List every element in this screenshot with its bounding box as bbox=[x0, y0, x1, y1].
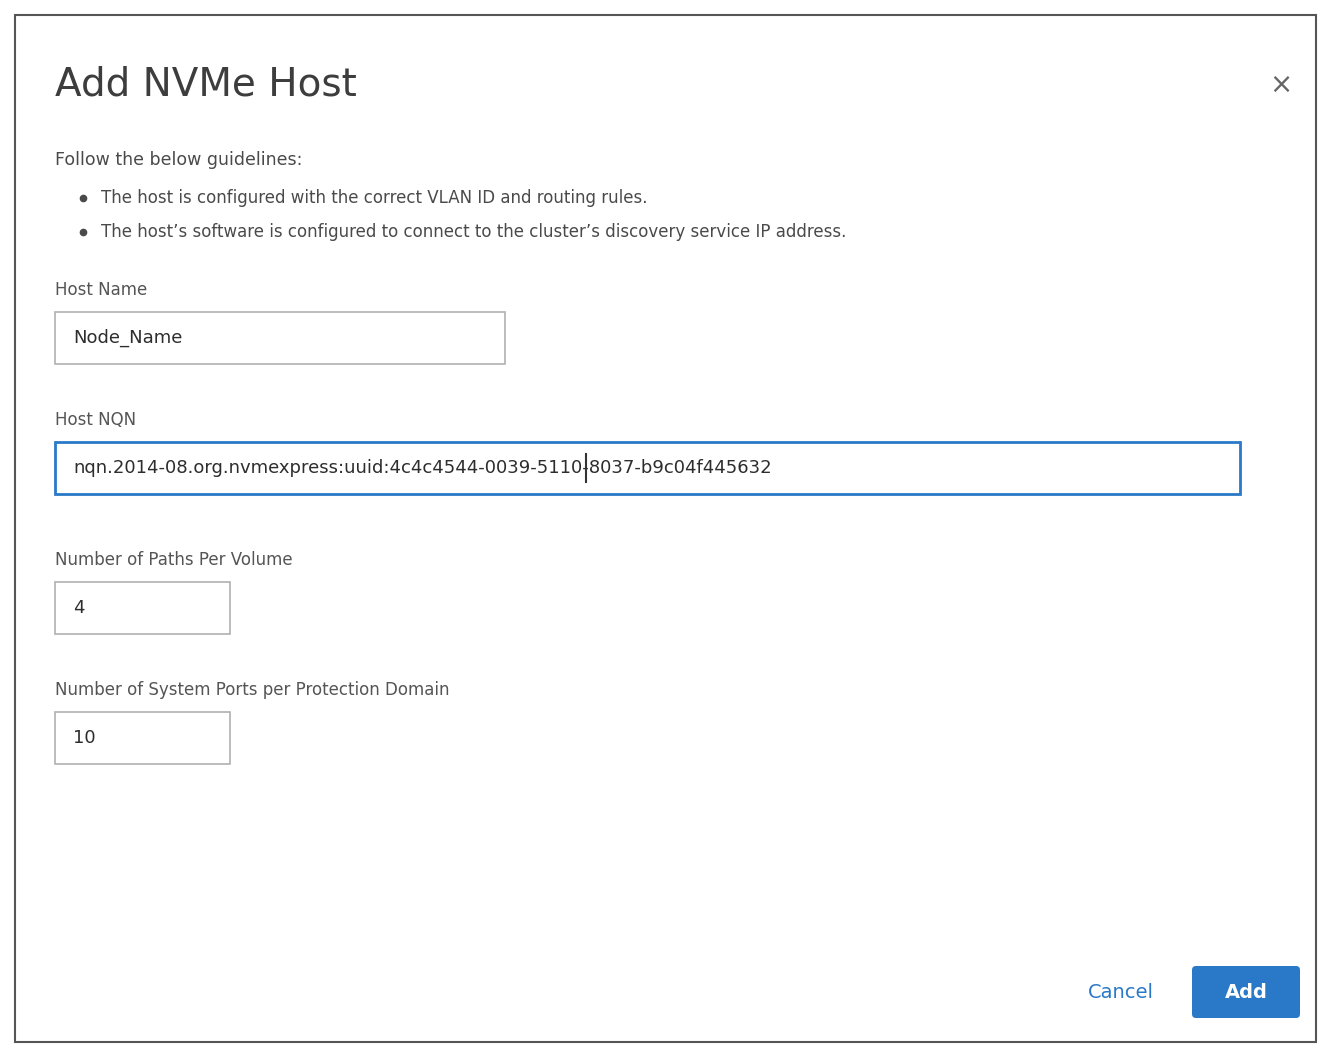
Bar bbox=[55, 712, 230, 764]
Text: The host is configured with the correct VLAN ID and routing rules.: The host is configured with the correct … bbox=[101, 189, 647, 207]
Text: nqn.2014-08.org.nvmexpress:uuid:4c4c4544-0039-5110-8037-b9c04f445632: nqn.2014-08.org.nvmexpress:uuid:4c4c4544… bbox=[73, 459, 772, 477]
Text: 10: 10 bbox=[73, 729, 96, 747]
Text: 4: 4 bbox=[73, 599, 84, 617]
Text: Number of System Ports per Protection Domain: Number of System Ports per Protection Do… bbox=[55, 681, 450, 699]
Text: Cancel: Cancel bbox=[1087, 983, 1154, 1001]
Text: The host’s software is configured to connect to the cluster’s discovery service : The host’s software is configured to con… bbox=[101, 223, 847, 241]
Text: Node_Name: Node_Name bbox=[73, 329, 182, 347]
Text: Follow the below guidelines:: Follow the below guidelines: bbox=[55, 151, 302, 169]
Bar bbox=[55, 442, 1240, 494]
Text: Add: Add bbox=[1225, 983, 1267, 1001]
Text: Add NVMe Host: Add NVMe Host bbox=[55, 66, 357, 104]
Text: Number of Paths Per Volume: Number of Paths Per Volume bbox=[55, 551, 293, 569]
Text: Host NQN: Host NQN bbox=[55, 411, 136, 429]
Text: Host Name: Host Name bbox=[55, 281, 148, 299]
Text: ×: × bbox=[1270, 71, 1292, 99]
Bar bbox=[55, 312, 504, 364]
Bar bbox=[55, 582, 230, 634]
FancyBboxPatch shape bbox=[1193, 966, 1300, 1018]
